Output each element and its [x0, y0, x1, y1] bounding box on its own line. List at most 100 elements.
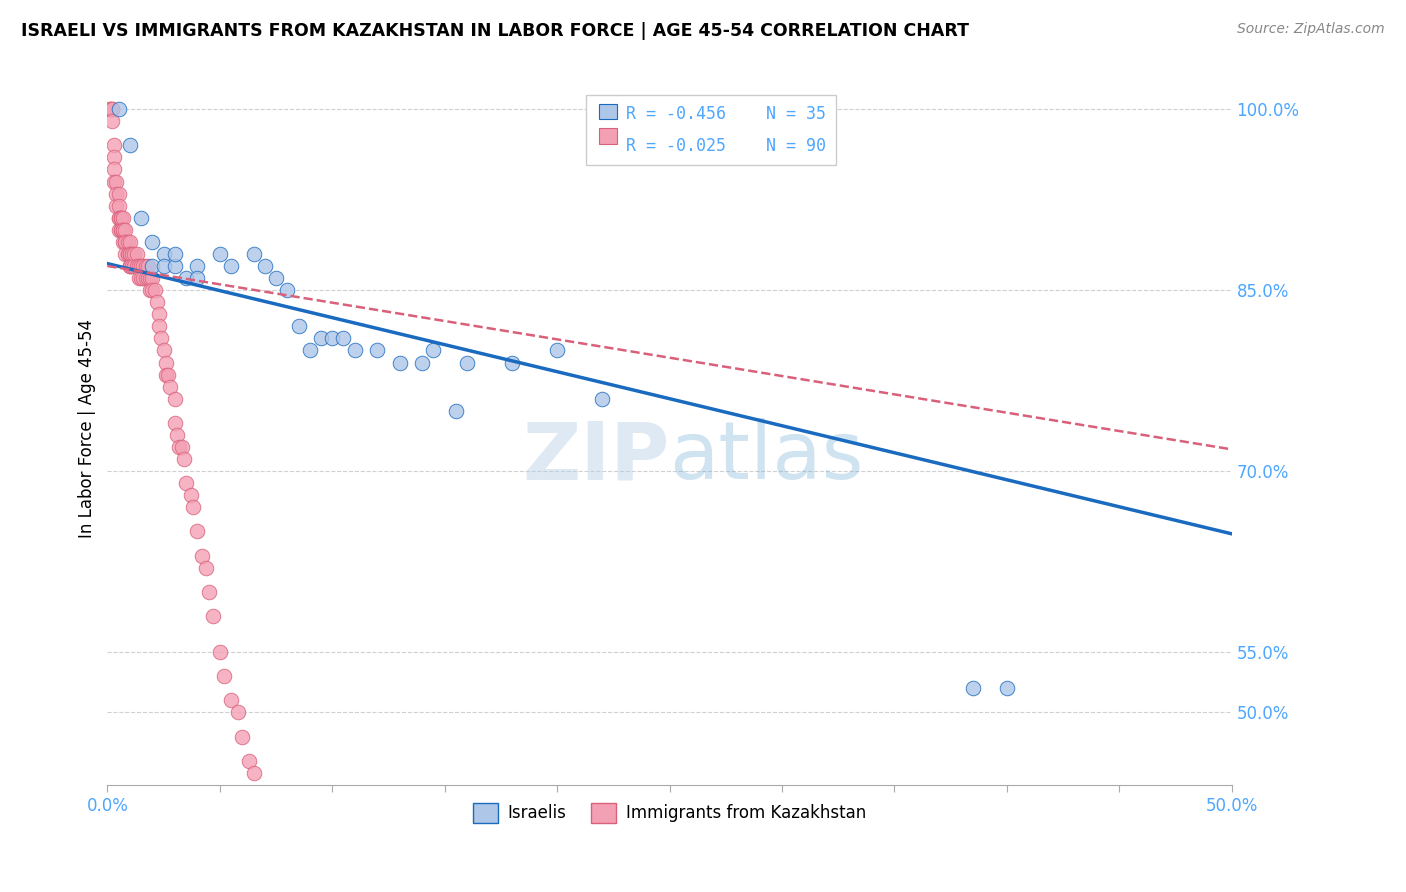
Point	[118, 247, 141, 261]
Point	[114, 235, 136, 249]
Point	[366, 343, 388, 358]
Point	[124, 259, 146, 273]
Point	[242, 247, 264, 261]
Point	[101, 102, 124, 116]
Point	[264, 271, 287, 285]
Point	[321, 331, 343, 345]
Point	[114, 223, 136, 237]
Point	[166, 428, 188, 442]
Point	[141, 271, 163, 285]
Point	[105, 199, 128, 213]
Point	[141, 259, 163, 273]
Point	[125, 259, 148, 273]
Point	[146, 295, 169, 310]
Point	[136, 271, 159, 285]
Point	[98, 102, 121, 116]
Point	[163, 247, 186, 261]
Point	[163, 392, 186, 406]
Bar	[599, 128, 617, 145]
Point	[962, 681, 984, 696]
Point	[110, 211, 132, 225]
Point	[231, 730, 253, 744]
Point	[139, 271, 162, 285]
Legend: Israelis, Immigrants from Kazakhstan: Israelis, Immigrants from Kazakhstan	[465, 797, 873, 830]
Point	[197, 584, 219, 599]
Point	[287, 319, 309, 334]
Point	[117, 247, 139, 261]
Point	[219, 259, 242, 273]
Point	[152, 247, 174, 261]
Text: ZIP: ZIP	[522, 418, 669, 496]
Point	[135, 271, 157, 285]
Point	[121, 247, 143, 261]
Point	[456, 355, 478, 369]
Point	[118, 235, 141, 249]
Point	[107, 211, 129, 225]
Point	[180, 488, 202, 502]
Point	[118, 259, 141, 273]
Point	[107, 102, 129, 116]
Point	[148, 307, 170, 321]
Point	[174, 271, 197, 285]
Point	[501, 355, 523, 369]
Point	[148, 319, 170, 334]
Point	[110, 223, 132, 237]
Point	[143, 283, 166, 297]
Point	[103, 175, 125, 189]
Point	[422, 343, 444, 358]
Point	[202, 608, 225, 623]
Point	[186, 259, 208, 273]
Point	[173, 452, 195, 467]
Point	[343, 343, 366, 358]
Point	[107, 199, 129, 213]
Point	[118, 259, 141, 273]
Point	[191, 549, 214, 563]
Point	[591, 392, 613, 406]
Point	[186, 271, 208, 285]
Point	[141, 235, 163, 249]
Point	[118, 259, 141, 273]
Bar	[599, 103, 617, 120]
Point	[195, 560, 218, 574]
Point	[103, 150, 125, 164]
Point	[298, 343, 321, 358]
Point	[253, 259, 276, 273]
Point	[117, 235, 139, 249]
Point	[163, 259, 186, 273]
Point	[159, 379, 181, 393]
Point	[174, 476, 197, 491]
Point	[110, 211, 132, 225]
Point	[129, 211, 152, 225]
Point	[242, 765, 264, 780]
Point	[105, 175, 128, 189]
Point	[444, 404, 467, 418]
Text: Source: ZipAtlas.com: Source: ZipAtlas.com	[1237, 22, 1385, 37]
Point	[128, 271, 150, 285]
Point	[101, 114, 124, 128]
Point	[208, 247, 231, 261]
Point	[546, 343, 568, 358]
Point	[208, 645, 231, 659]
Point	[118, 138, 141, 153]
Point	[129, 259, 152, 273]
Point	[139, 283, 162, 297]
Point	[110, 223, 132, 237]
Point	[117, 247, 139, 261]
Point	[112, 235, 135, 249]
Point	[219, 693, 242, 707]
Point	[107, 211, 129, 225]
Point	[114, 247, 136, 261]
Text: ISRAELI VS IMMIGRANTS FROM KAZAKHSTAN IN LABOR FORCE | AGE 45-54 CORRELATION CHA: ISRAELI VS IMMIGRANTS FROM KAZAKHSTAN IN…	[21, 22, 969, 40]
Point	[150, 331, 173, 345]
Point	[103, 162, 125, 177]
Y-axis label: In Labor Force | Age 45-54: In Labor Force | Age 45-54	[79, 319, 96, 539]
Point	[105, 186, 128, 201]
Point	[155, 355, 177, 369]
Point	[141, 283, 163, 297]
Point	[128, 259, 150, 273]
Point	[170, 440, 193, 454]
Point	[152, 343, 174, 358]
Point	[253, 789, 276, 804]
Point	[101, 102, 124, 116]
Point	[107, 186, 129, 201]
